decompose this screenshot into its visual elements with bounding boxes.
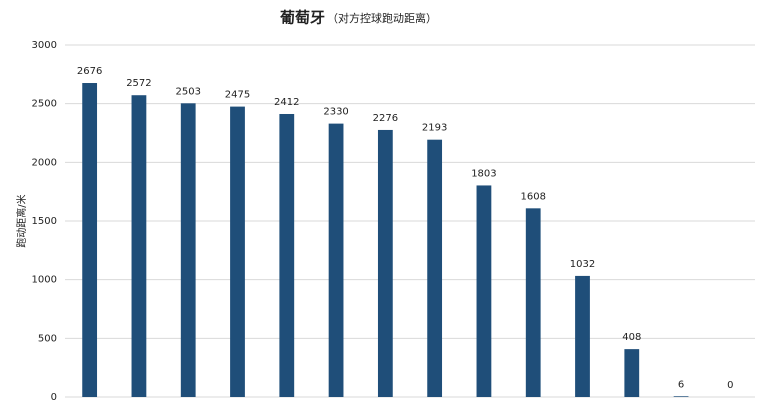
bar — [377, 129, 393, 397]
data-label: 2475 — [225, 90, 250, 101]
data-label: 2412 — [274, 97, 299, 108]
data-label: 2330 — [323, 107, 348, 118]
data-label: 2676 — [77, 66, 102, 77]
bar — [427, 139, 443, 398]
bar — [575, 275, 590, 397]
bar — [673, 396, 689, 397]
data-label: 1803 — [471, 168, 496, 179]
bar — [82, 83, 98, 398]
bar — [624, 349, 640, 397]
y-tick-label: 0 — [51, 392, 57, 400]
bar — [180, 103, 196, 397]
data-label: 2503 — [175, 86, 200, 97]
chart-title: 葡萄牙 — [279, 9, 325, 27]
bar — [525, 208, 541, 397]
data-label: 0 — [727, 380, 733, 391]
data-label: 2276 — [373, 113, 398, 124]
bar — [279, 113, 295, 397]
data-label: 2193 — [422, 123, 447, 134]
y-tick-label: 1500 — [32, 216, 57, 227]
data-label: 1608 — [520, 191, 545, 202]
data-label: 6 — [678, 379, 684, 390]
bar — [476, 185, 492, 397]
chart-subtitle: （对方控球跑动距离） — [327, 11, 437, 25]
bar — [131, 95, 147, 398]
bar — [230, 106, 245, 397]
y-tick-label: 2000 — [32, 157, 57, 168]
y-tick-label: 2500 — [32, 99, 57, 110]
data-label: 1032 — [570, 259, 595, 270]
data-label: 408 — [622, 332, 641, 343]
bar — [328, 123, 344, 397]
y-tick-label: 3000 — [32, 40, 57, 51]
y-tick-label: 1000 — [32, 275, 57, 286]
y-axis-label: 跑动距离/米 — [15, 194, 28, 247]
y-tick-label: 500 — [38, 333, 57, 344]
data-label: 2572 — [126, 78, 151, 89]
